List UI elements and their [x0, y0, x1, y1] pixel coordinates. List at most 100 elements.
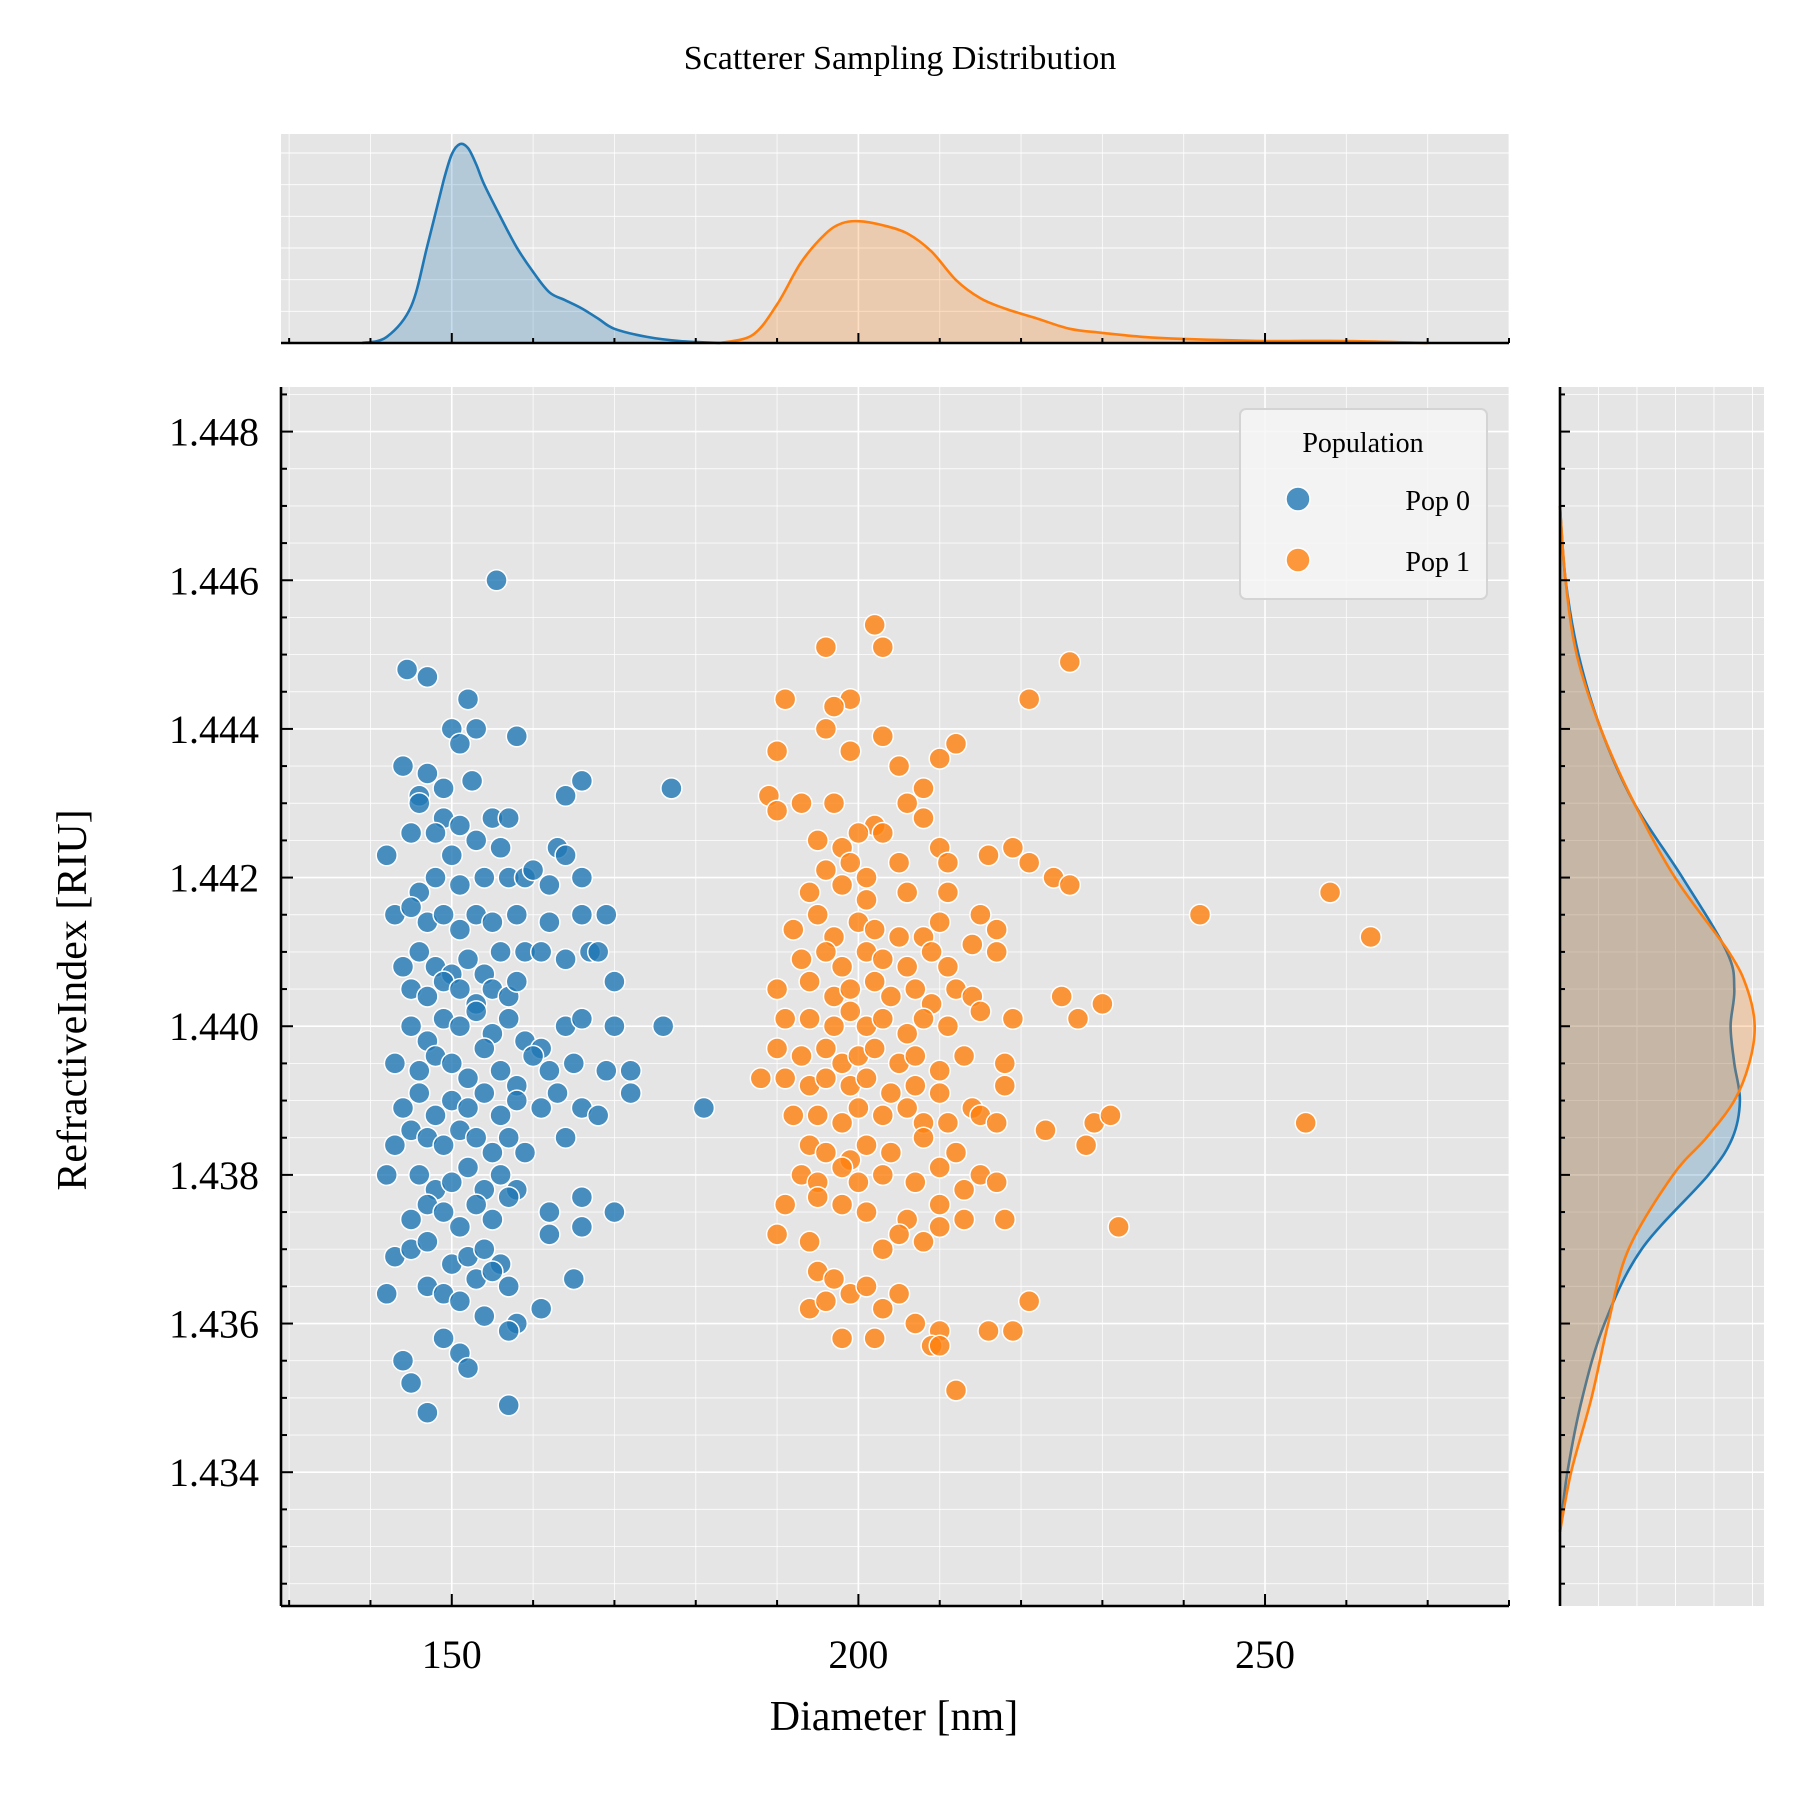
data-point-pop-1	[855, 1133, 878, 1157]
data-point-pop-1	[871, 1007, 895, 1031]
data-point-pop-0	[464, 717, 488, 741]
data-point-pop-1	[912, 1230, 935, 1254]
data-point-pop-0	[391, 1349, 415, 1372]
data-point-pop-1	[985, 918, 1008, 941]
data-point-pop-1	[928, 910, 951, 934]
y-axis-title: RefractiveIndex [RIU]	[50, 809, 96, 1190]
data-point-pop-1	[830, 955, 854, 979]
data-point-pop-0	[497, 1394, 520, 1417]
y-tick-label: 1.446	[169, 558, 259, 603]
data-point-pop-1	[1017, 1290, 1041, 1313]
data-point-pop-1	[871, 635, 895, 659]
data-point-pop-0	[489, 1104, 512, 1127]
data-point-pop-0	[489, 1163, 512, 1187]
data-point-pop-0	[595, 903, 618, 926]
top-marginal-density-plot	[281, 134, 1510, 345]
data-point-pop-1	[814, 1037, 838, 1060]
data-point-pop-1	[830, 1193, 854, 1216]
data-point-pop-0	[473, 866, 496, 889]
data-point-pop-0	[554, 1126, 577, 1149]
data-point-pop-0	[456, 1096, 480, 1120]
data-point-pop-1	[912, 1007, 935, 1031]
right-marginal-curves	[1558, 505, 1757, 1532]
data-point-pop-0	[432, 777, 455, 800]
data-point-pop-1	[1058, 650, 1082, 674]
data-point-pop-0	[375, 844, 398, 867]
data-point-pop-1	[887, 851, 911, 874]
data-point-pop-1	[928, 1081, 951, 1105]
legend-marker-pop-0	[1285, 486, 1311, 512]
data-point-pop-0	[375, 1282, 398, 1306]
data-point-pop-0	[538, 1059, 561, 1083]
data-point-pop-0	[481, 1260, 504, 1283]
data-point-pop-0	[546, 1081, 569, 1105]
x-tick-label: 200	[828, 1632, 888, 1677]
data-point-pop-1	[1074, 1133, 1098, 1157]
data-point-pop-1	[977, 1319, 1000, 1343]
data-point-pop-1	[822, 695, 846, 718]
y-tick-label: 1.448	[169, 410, 259, 455]
data-point-pop-1	[1294, 1111, 1317, 1135]
data-point-pop-0	[513, 1141, 537, 1164]
data-point-pop-0	[489, 1059, 512, 1083]
data-point-pop-1	[839, 1000, 862, 1023]
data-point-pop-1	[871, 1104, 895, 1127]
plot-axes	[279, 387, 1510, 1608]
data-point-pop-0	[416, 665, 439, 689]
data-point-pop-1	[830, 1156, 854, 1179]
data-point-pop-0	[432, 1327, 455, 1350]
y-tick-labels: 1.434 1.436 1.438 1.440 1.442 1.444 1.446 1.448	[169, 410, 259, 1496]
data-point-pop-0	[651, 1014, 675, 1038]
data-point-pop-1	[830, 1327, 854, 1350]
data-point-pop-1	[863, 970, 886, 993]
data-point-pop-1	[830, 1111, 854, 1135]
data-point-pop-0	[460, 769, 484, 793]
data-point-pop-1	[822, 1014, 846, 1038]
scatter-points	[375, 569, 1382, 1424]
data-point-pop-0	[399, 1014, 423, 1038]
data-point-pop-1	[1066, 1007, 1090, 1031]
data-point-pop-1	[814, 1290, 838, 1313]
data-point-pop-0	[408, 791, 431, 815]
data-point-pop-1	[936, 1111, 960, 1135]
data-point-pop-0	[489, 836, 512, 860]
data-point-pop-1	[790, 948, 813, 971]
data-point-pop-1	[1359, 925, 1382, 949]
y-tick-label: 1.440	[169, 1004, 259, 1049]
legend: Population Pop 0 Pop 1	[1239, 408, 1488, 600]
data-point-pop-1	[814, 940, 838, 964]
data-point-pop-0	[448, 918, 472, 941]
right-marginal-grid	[1560, 387, 1764, 1606]
data-point-pop-0	[399, 1371, 423, 1395]
data-point-pop-1	[920, 940, 943, 964]
data-point-pop-0	[562, 1267, 586, 1291]
x-tick-labels: 150 200 250	[422, 1632, 1295, 1677]
data-point-pop-0	[448, 732, 472, 756]
data-point-pop-0	[538, 910, 561, 934]
data-point-pop-1	[912, 806, 935, 830]
density-fill-y-pop-1	[1560, 505, 1755, 1532]
data-point-pop-0	[660, 777, 683, 800]
data-point-pop-0	[538, 873, 561, 897]
data-point-pop-0	[586, 1104, 610, 1127]
data-point-pop-0	[692, 1096, 716, 1120]
data-point-pop-0	[619, 1059, 642, 1083]
data-point-pop-1	[863, 1037, 886, 1060]
data-point-pop-0	[424, 821, 447, 845]
data-point-pop-1	[944, 1141, 968, 1164]
right-marginal-density-plot	[1558, 387, 1764, 1606]
data-point-pop-1	[855, 1067, 878, 1090]
data-point-pop-1	[1107, 1215, 1130, 1239]
data-point-pop-0	[529, 940, 553, 964]
data-point-pop-0	[505, 903, 529, 926]
data-point-pop-1	[782, 1104, 805, 1127]
density-fill-x-pop-1	[720, 221, 1428, 343]
data-point-pop-0	[464, 829, 488, 852]
data-point-pop-1	[928, 1193, 951, 1216]
y-tick-label: 1.436	[169, 1302, 259, 1347]
data-point-pop-1	[985, 940, 1008, 964]
data-point-pop-0	[570, 1007, 594, 1031]
data-point-pop-1	[871, 1237, 895, 1261]
data-point-pop-0	[554, 948, 577, 971]
